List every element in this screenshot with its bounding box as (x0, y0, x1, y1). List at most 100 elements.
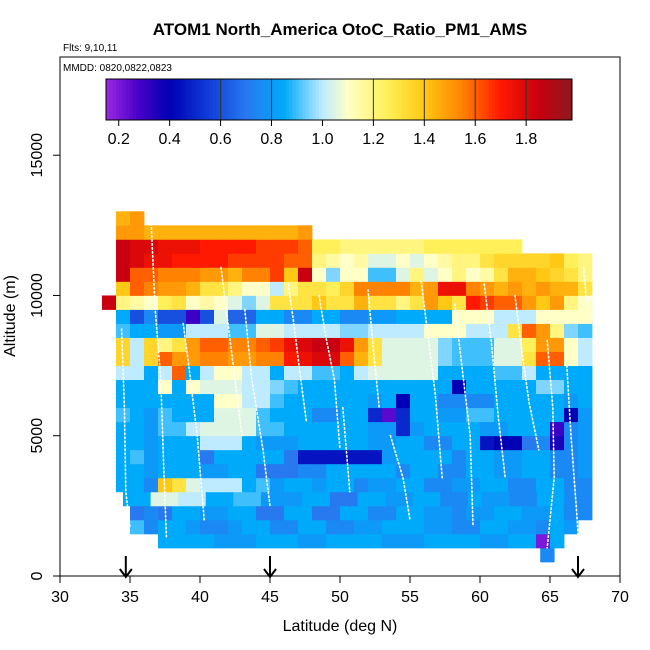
heatmap-cell (200, 253, 215, 268)
heatmap-cell (130, 449, 145, 465)
heatmap-cell (130, 239, 145, 254)
heatmap-cell (186, 449, 201, 465)
heatmap-cell (354, 435, 369, 451)
heatmap-cell (242, 323, 257, 338)
heatmap-cell (494, 295, 509, 310)
colorbar-segment (462, 79, 466, 120)
heatmap-cell (410, 351, 425, 366)
heatmap-cell (564, 519, 579, 535)
x-tick-label: 45 (261, 589, 279, 606)
heatmap-cell (452, 533, 467, 549)
heatmap-cell (284, 519, 299, 535)
heatmap-cell (186, 407, 201, 423)
heatmap-cell (550, 295, 565, 310)
heatmap-cell (550, 407, 565, 423)
heatmap-cell (116, 211, 131, 226)
heatmap-cell (354, 267, 369, 282)
colorbar-segment (518, 79, 523, 120)
heatmap-cell (424, 337, 439, 352)
heatmap-cell (158, 435, 173, 451)
colorbar-segment (452, 79, 456, 120)
heatmap-cell (564, 337, 579, 352)
heatmap-cell (172, 421, 187, 437)
colorbar-segment (249, 79, 253, 120)
heatmap-cell (368, 379, 383, 395)
heatmap-cell (536, 323, 551, 338)
heatmap-cell (340, 435, 355, 451)
heatmap-cell (298, 323, 313, 338)
colorbar-segment (492, 79, 496, 120)
colorbar-segment (458, 79, 463, 120)
heatmap-cell (200, 449, 215, 465)
heatmap-cell (343, 491, 358, 507)
heatmap-cell (256, 435, 271, 451)
heatmap-cell (186, 281, 201, 296)
colorbar-segment (348, 79, 353, 120)
colorbar-segment (165, 79, 170, 120)
heatmap-cell (200, 365, 215, 381)
heatmap-cell (368, 519, 383, 535)
heatmap-cell (130, 505, 145, 521)
heatmap-cell (298, 225, 313, 240)
heatmap-cell (270, 337, 285, 352)
heatmap-cell (396, 449, 411, 465)
heatmap-cell (508, 533, 523, 549)
heatmap-cell (116, 337, 131, 352)
colorbar-segment (279, 79, 283, 120)
colorbar-segment (372, 79, 377, 120)
heatmap-cell (172, 519, 187, 535)
colorbar-segment (289, 79, 293, 120)
heatmap-cell (130, 379, 145, 395)
heatmap-cell (508, 365, 523, 381)
heatmap-cell (326, 505, 341, 521)
heatmap-cell (410, 281, 425, 296)
heatmap-cell (410, 365, 425, 381)
heatmap-cell (312, 365, 327, 381)
colorbar-segment (142, 79, 147, 120)
heatmap-cell (200, 505, 215, 521)
heatmap-cell (438, 281, 453, 296)
heatmap-cell (150, 491, 165, 507)
heatmap-cell (260, 491, 276, 507)
heatmap-cell (200, 351, 215, 366)
heatmap-cell (158, 295, 173, 310)
heatmap-cell (214, 519, 229, 535)
heatmap-cell (200, 309, 215, 324)
heatmap-cell (200, 407, 215, 423)
heatmap-cell (424, 365, 439, 381)
colorbar-segment (199, 79, 204, 120)
heatmap-cell (284, 477, 299, 493)
heatmap-cell (354, 533, 369, 549)
heatmap-cell (130, 421, 145, 437)
heatmap-cell (284, 407, 299, 423)
heatmap-cell (172, 463, 187, 479)
heatmap-cell (178, 491, 193, 507)
heatmap-cell (130, 253, 145, 268)
heatmap-cell (130, 267, 145, 282)
heatmap-cell (186, 295, 201, 310)
heatmap-cell (340, 533, 355, 549)
heatmap-cell (578, 491, 593, 507)
heatmap-cell (116, 295, 131, 310)
heatmap-cell (466, 533, 481, 549)
heatmap-cell (284, 337, 299, 352)
heatmap-cell (564, 407, 579, 423)
heatmap-cell (130, 393, 145, 409)
heatmap-cell (578, 421, 593, 437)
heatmap-cell (494, 463, 509, 479)
heatmap-cell (522, 477, 537, 493)
colorbar-segment (185, 79, 190, 120)
heatmap-cell (424, 253, 439, 268)
heatmap-cell (228, 393, 243, 409)
heatmap-cell (270, 477, 285, 493)
heatmap-cell (298, 379, 313, 395)
heatmap-cell (396, 365, 411, 381)
heatmap-cell (200, 463, 215, 479)
colorbar-segment (182, 79, 187, 120)
heatmap-cell (410, 295, 425, 310)
heatmap-cell (130, 281, 145, 296)
heatmap-cell (382, 463, 397, 479)
heatmap-cell (130, 519, 145, 535)
heatmap-cell (214, 323, 229, 338)
colorbar-segment (192, 79, 197, 120)
